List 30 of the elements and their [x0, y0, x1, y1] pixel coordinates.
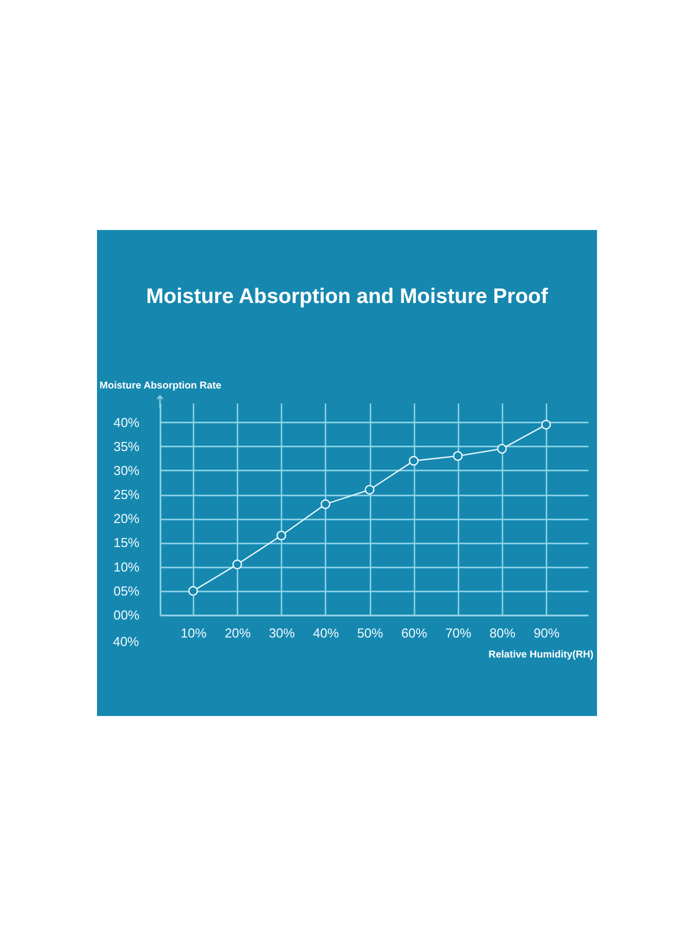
chart-title: Moisture Absorption and Moisture Proof [146, 285, 549, 308]
x-tick-label: 80% [489, 626, 516, 640]
x-tick-label: 10% [180, 626, 208, 640]
y-tick-label: 10% [113, 559, 140, 574]
y-tick-label: 35% [113, 438, 140, 454]
point [188, 586, 198, 596]
point [364, 484, 374, 495]
y-tick-label: 05% [113, 583, 140, 598]
point [232, 560, 242, 570]
x-tick-label: 40% [312, 626, 340, 640]
point [408, 456, 419, 466]
point [276, 530, 286, 540]
x-tick-label: 30% [268, 626, 296, 640]
y-axis-title: Moisture Absorption Rate [100, 380, 222, 392]
x-tick-label: 20% [224, 626, 252, 640]
y-tick-label: 20% [113, 511, 140, 526]
x-tick-label: 60% [401, 626, 428, 640]
x-tick-label: 50% [357, 626, 384, 640]
x-axis-title: Relative Humidity(RH) [488, 650, 594, 660]
y-tick-label: 25% [113, 487, 140, 502]
y-tick-label: 40% [113, 414, 140, 430]
y-tick-label: 30% [113, 462, 140, 478]
point [320, 499, 330, 510]
y-tick-label: 15% [113, 535, 140, 550]
point [497, 444, 507, 454]
point [541, 420, 551, 430]
x-tick-label: 70% [445, 626, 472, 640]
x-tick-label: 90% [534, 626, 560, 640]
y-tick-label: 00% [113, 608, 140, 622]
point [452, 451, 463, 461]
